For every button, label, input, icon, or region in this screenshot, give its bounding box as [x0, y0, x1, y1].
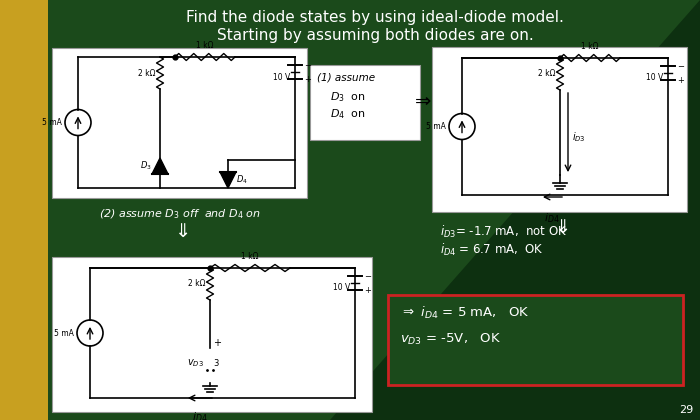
Text: 5 mA: 5 mA — [42, 118, 62, 127]
Text: $D_3$  on: $D_3$ on — [330, 90, 366, 104]
Text: $v_{D3}$: $v_{D3}$ — [187, 357, 204, 369]
Text: $+$: $+$ — [677, 75, 685, 85]
Text: $+$: $+$ — [304, 74, 312, 84]
Text: 5 mA: 5 mA — [426, 122, 446, 131]
Bar — [432, 47, 687, 212]
Text: $D_4$  on: $D_4$ on — [330, 107, 366, 121]
Text: (2) assume $D_3$ off  and $D_4$ on: (2) assume $D_3$ off and $D_4$ on — [99, 207, 261, 220]
Text: $i_{D4}$: $i_{D4}$ — [544, 211, 560, 225]
Text: (1) assume: (1) assume — [317, 72, 375, 82]
Bar — [310, 65, 420, 140]
Text: $D_3$: $D_3$ — [140, 160, 152, 172]
Bar — [52, 48, 307, 198]
Bar — [52, 257, 372, 412]
Text: 3: 3 — [213, 359, 218, 368]
Text: 1 kΩ: 1 kΩ — [581, 42, 598, 51]
Text: $D_4$: $D_4$ — [236, 174, 248, 186]
Text: 10 V: 10 V — [646, 74, 664, 82]
Text: $\Downarrow$: $\Downarrow$ — [171, 222, 189, 241]
Text: $i_{D4}$ = 6.7 mA,  OK: $i_{D4}$ = 6.7 mA, OK — [440, 242, 544, 258]
Text: 2 kΩ: 2 kΩ — [188, 279, 205, 289]
Text: $\Downarrow$: $\Downarrow$ — [551, 218, 569, 237]
Text: $v_{D3}$ = -5V,   OK: $v_{D3}$ = -5V, OK — [400, 332, 501, 347]
Text: $-$: $-$ — [364, 270, 372, 279]
Polygon shape — [152, 158, 168, 174]
Polygon shape — [220, 172, 236, 188]
Text: 1 kΩ: 1 kΩ — [196, 41, 214, 50]
Text: $\Rightarrow$: $\Rightarrow$ — [412, 90, 433, 110]
Text: $i_{D3}$: $i_{D3}$ — [572, 131, 586, 144]
Bar — [0, 0, 48, 420]
Text: $-$: $-$ — [677, 60, 685, 69]
Text: $+$: $+$ — [364, 285, 372, 295]
Text: 10 V: 10 V — [273, 73, 290, 81]
Text: 5 mA: 5 mA — [54, 328, 74, 338]
Polygon shape — [330, 0, 700, 420]
Text: $-$: $-$ — [304, 60, 312, 68]
Text: Find the diode states by using ideal-diode model.: Find the diode states by using ideal-dio… — [186, 10, 564, 25]
Text: 2 kΩ: 2 kΩ — [538, 69, 555, 79]
Text: $\Rightarrow$ $i_{D4}$ = 5 mA,   OK: $\Rightarrow$ $i_{D4}$ = 5 mA, OK — [400, 305, 530, 321]
Text: $+$: $+$ — [213, 337, 222, 348]
Text: 1 kΩ: 1 kΩ — [241, 252, 259, 261]
Text: Starting by assuming both diodes are on.: Starting by assuming both diodes are on. — [216, 28, 533, 43]
Text: 29: 29 — [679, 405, 693, 415]
Text: 2 kΩ: 2 kΩ — [137, 68, 155, 78]
Text: $i_{D4}$: $i_{D4}$ — [193, 410, 208, 420]
Text: $i_{D3}$= -1.7 mA,  not OK: $i_{D3}$= -1.7 mA, not OK — [440, 224, 567, 240]
Bar — [388, 295, 683, 385]
Text: 10 V: 10 V — [333, 284, 350, 292]
